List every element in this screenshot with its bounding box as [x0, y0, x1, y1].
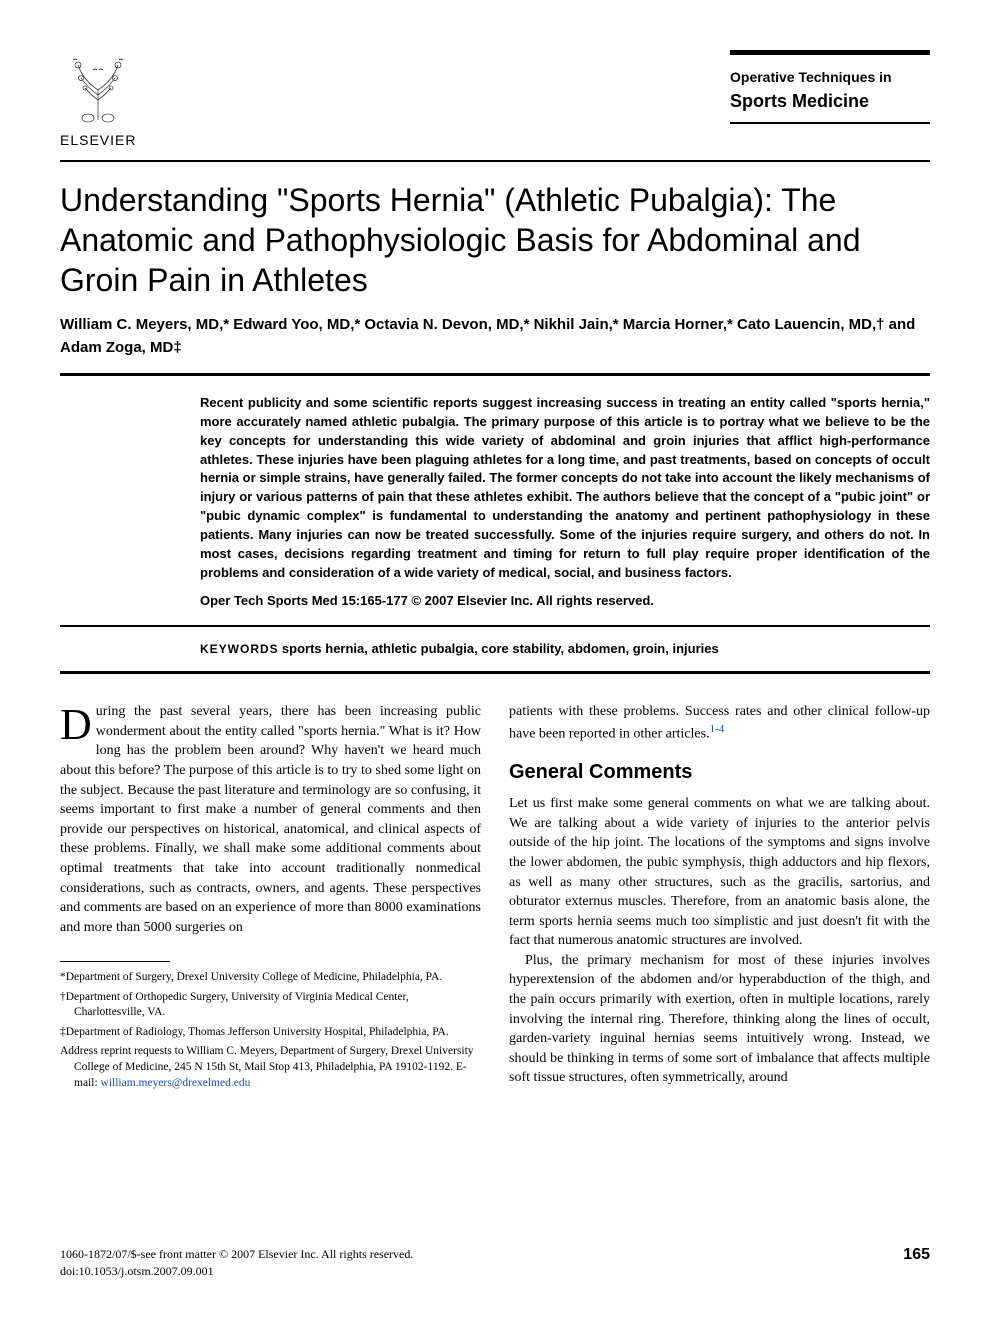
column-right: patients with these problems. Success ra…: [509, 702, 930, 1095]
abstract: Recent publicity and some scientific rep…: [200, 394, 930, 611]
publisher-name: ELSEVIER: [60, 132, 136, 148]
journal-name-line1: Operative Techniques in: [730, 69, 930, 85]
doi-line: doi:10.1053/j.otsm.2007.09.001: [60, 1263, 413, 1280]
affiliation-3: ‡Department of Radiology, Thomas Jeffers…: [60, 1025, 481, 1041]
author-list: William C. Meyers, MD,* Edward Yoo, MD,*…: [60, 314, 930, 359]
journal-name-line2: Sports Medicine: [730, 91, 930, 112]
affiliation-1: *Department of Surgery, Drexel Universit…: [60, 970, 481, 986]
intro-paragraph: During the past several years, there has…: [60, 702, 481, 937]
rule-above-keywords: [60, 625, 930, 627]
column-left: During the past several years, there has…: [60, 702, 481, 1095]
author-email-link[interactable]: william.meyers@drexelmed.edu: [101, 1077, 251, 1089]
page-footer: 1060-1872/07/$-see front matter © 2007 E…: [60, 1246, 930, 1280]
page-header: ELSEVIER Operative Techniques in Sports …: [60, 50, 930, 148]
section-heading-general-comments: General Comments: [509, 758, 930, 786]
page-number: 165: [903, 1246, 930, 1280]
body-columns: During the past several years, there has…: [60, 702, 930, 1095]
journal-title-block: Operative Techniques in Sports Medicine: [730, 50, 930, 124]
general-comments-p2: Plus, the primary mechanism for most of …: [509, 951, 930, 1088]
intro-text: uring the past several years, there has …: [60, 704, 481, 935]
article-title: Understanding "Sports Hernia" (Athletic …: [60, 180, 930, 300]
col2-continuation: patients with these problems. Success ra…: [509, 702, 930, 744]
dropcap: D: [60, 702, 96, 743]
keywords-value: sports hernia, athletic pubalgia, core s…: [282, 641, 719, 656]
keywords-text: sports hernia, athletic pubalgia, core s…: [282, 641, 719, 656]
keywords-row: KEYWORDS sports hernia, athletic pubalgi…: [200, 641, 930, 657]
footer-left: 1060-1872/07/$-see front matter © 2007 E…: [60, 1246, 413, 1280]
reference-link-1-4[interactable]: 1-4: [710, 723, 725, 735]
rule-below-keywords: [60, 671, 930, 674]
publisher-logo-block: ELSEVIER: [60, 50, 136, 148]
journal-rule-top: [730, 50, 930, 55]
affiliation-rule: [60, 961, 170, 962]
rule-below-authors: [60, 373, 930, 376]
elsevier-tree-icon: [63, 50, 133, 128]
general-comments-p1: Let us first make some general comments …: [509, 794, 930, 951]
rule-above-title: [60, 160, 930, 162]
citation-line: Oper Tech Sports Med 15:165-177 © 2007 E…: [200, 592, 930, 611]
reprint-address: Address reprint requests to William C. M…: [60, 1044, 481, 1091]
affiliation-2: †Department of Orthopedic Surgery, Unive…: [60, 990, 481, 1021]
abstract-text: Recent publicity and some scientific rep…: [200, 395, 930, 580]
journal-rule-bottom: [730, 122, 930, 124]
front-matter-line: 1060-1872/07/$-see front matter © 2007 E…: [60, 1246, 413, 1263]
keywords-label: KEYWORDS: [200, 642, 279, 656]
